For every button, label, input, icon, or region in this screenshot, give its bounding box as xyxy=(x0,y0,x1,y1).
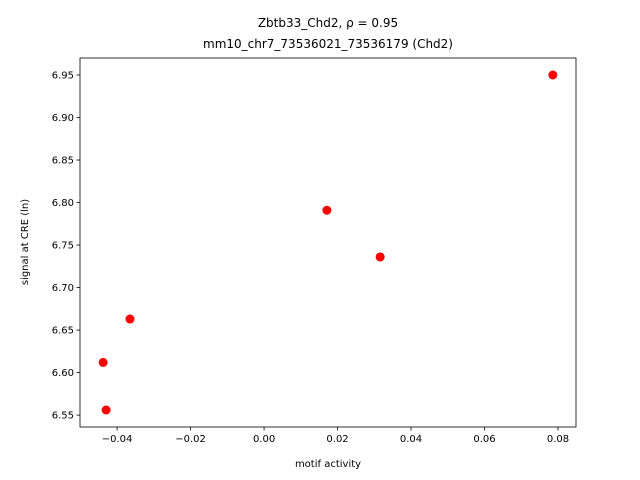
chart-subtitle: mm10_chr7_73536021_73536179 (Chd2) xyxy=(203,37,453,51)
y-tick-label: 6.75 xyxy=(52,241,74,252)
y-tick-label: 6.70 xyxy=(52,283,74,294)
y-tick-label: 6.90 xyxy=(52,113,74,124)
x-tick-label: 0.08 xyxy=(547,434,569,445)
point xyxy=(98,357,108,367)
chart-title: Zbtb33_Chd2, ρ = 0.95 xyxy=(258,16,398,30)
y-tick-label: 6.95 xyxy=(52,71,74,82)
y-tick-label: 6.65 xyxy=(52,326,74,337)
y-tick-label: 6.60 xyxy=(52,368,74,379)
x-tick-label: 0.02 xyxy=(326,434,348,445)
x-tick-label: 0.06 xyxy=(473,434,495,445)
x-tick-label: 0.00 xyxy=(253,434,275,445)
point xyxy=(125,314,135,324)
point xyxy=(375,252,385,262)
point xyxy=(548,70,558,80)
plot-frame xyxy=(79,57,577,428)
y-axis-label: signal at CRE (ln) xyxy=(20,199,31,285)
y-tick-label: 6.80 xyxy=(52,198,74,209)
x-axis-label: motif activity xyxy=(295,459,361,470)
y-tick-label: 6.85 xyxy=(52,156,74,167)
x-tick-label: −0.04 xyxy=(102,434,133,445)
point xyxy=(101,405,111,415)
x-tick-label: −0.02 xyxy=(175,434,206,445)
x-tick-label: 0.04 xyxy=(400,434,422,445)
point xyxy=(322,205,332,215)
y-tick-label: 6.55 xyxy=(52,411,74,422)
